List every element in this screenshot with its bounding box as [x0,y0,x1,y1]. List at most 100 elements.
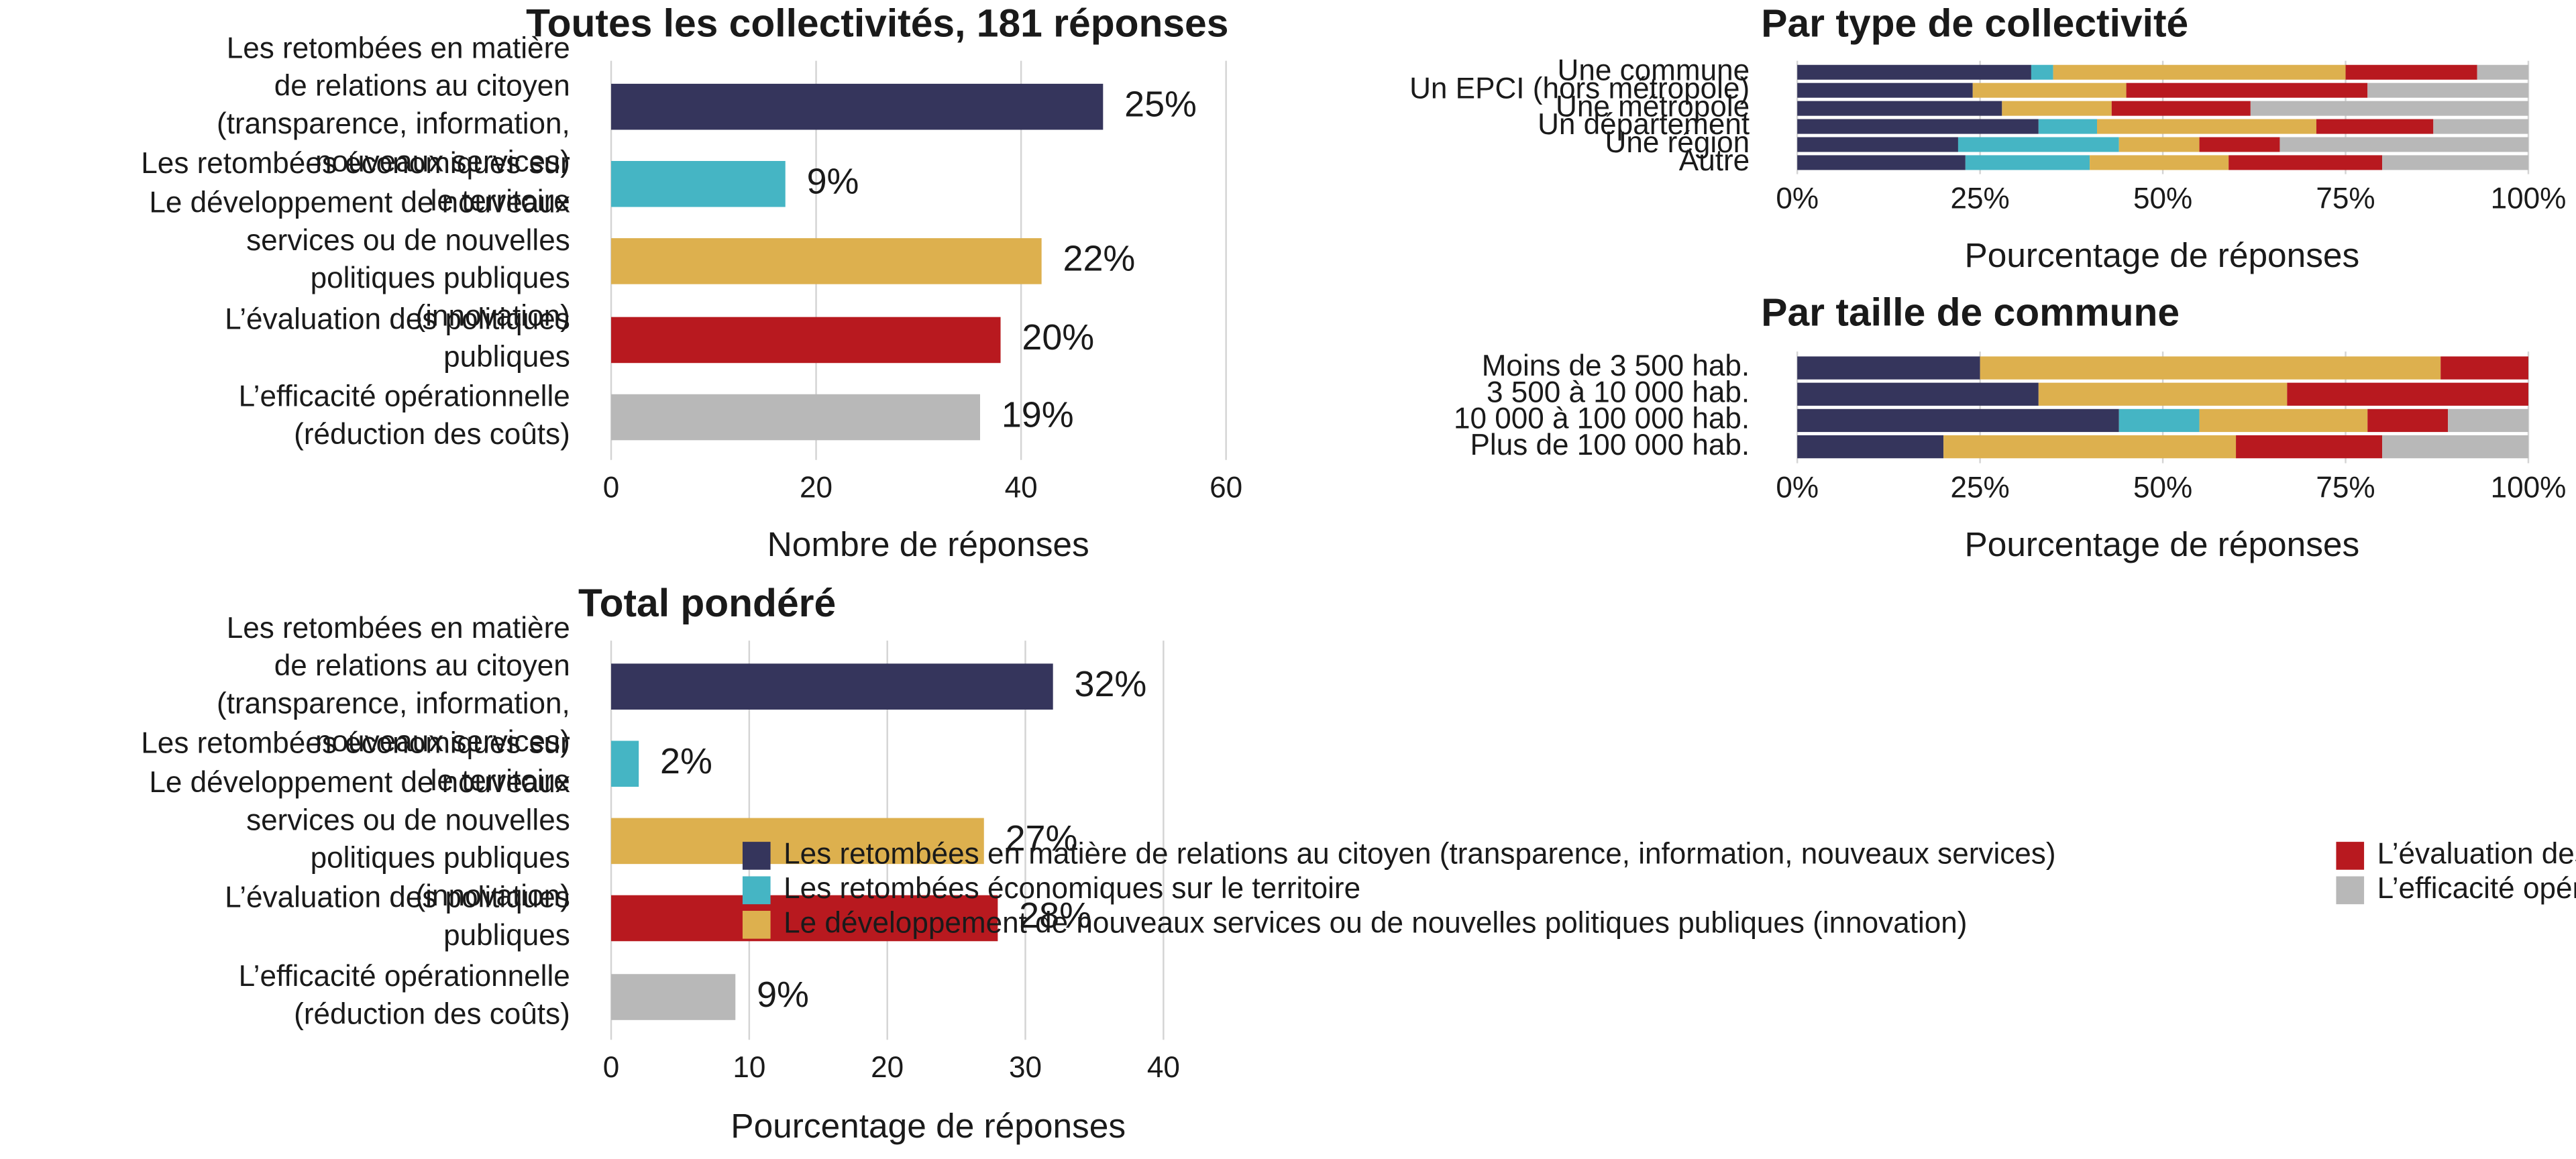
bar [611,394,980,441]
bar-segment [2031,64,2053,80]
bar-segment [1797,155,1966,170]
bar-segment [2440,356,2528,380]
category-label: politiques publiques [311,262,570,294]
bar-segment [1797,64,2031,80]
bar [611,238,1042,284]
bar-segment [1957,137,2119,152]
bar-segment [1943,435,2237,459]
category-label: le territoire [431,184,570,217]
x-tick-label: 40 [1005,471,1038,504]
x-tick-label: 75% [2316,182,2375,215]
chart-title: Par taille de commune [1761,291,2180,335]
category-label: L’efficacité opérationnelle [239,380,570,413]
category-label: Autre [1679,144,1750,177]
category-label: services ou de nouvelles [246,804,570,836]
category-label: 3 500 à 10 000 hab. [1487,376,1750,408]
category-label: Un EPCI (hors métropole) [1409,72,1750,105]
x-tick-label: 60 [1210,471,1242,504]
x-axis-title: Pourcentage de réponses [1964,525,2359,563]
x-tick-label: 100% [2491,471,2567,504]
chart-title: Par type de collectivité [1761,2,2188,46]
value-label: 28% [1019,895,1091,936]
x-axis-title: Pourcentage de réponses [731,1106,1126,1145]
category-label: L’efficacité opérationnelle [239,960,570,993]
bar-segment [2090,155,2229,170]
value-label: 20% [1022,317,1094,357]
category-label: le territoire [431,765,570,797]
legend-label: Le développement de nouveaux services ou… [784,906,1967,939]
legend-swatch [2336,842,2365,870]
bar [611,317,1001,364]
bar-segment [2250,101,2528,116]
bar [611,895,998,942]
category-label: Un département [1538,108,1750,141]
x-tick-label: 10 [733,1051,765,1084]
legend-swatch [742,910,771,939]
bar [611,161,786,207]
value-label: 19% [1002,394,1074,435]
category-label: Plus de 100 000 hab. [1470,429,1750,461]
bar-segment [2002,101,2112,116]
x-tick-label: 25% [1951,182,2010,215]
bar-segment [2199,408,2368,433]
value-label: 22% [1063,239,1135,279]
category-label: (transparence, information, [217,107,570,140]
bar-segment [2236,435,2383,459]
value-label: 9% [757,975,809,1015]
value-label: 9% [807,162,859,202]
bar-segment [1797,356,1980,380]
bar-segment [2316,119,2434,134]
chart-title: Total pondéré [578,582,836,625]
bar-segment [2367,408,2449,433]
x-tick-label: 100% [2491,182,2567,215]
legend-swatch [2336,876,2365,905]
category-label: nouveaux services) [315,145,570,178]
category-label: de relations au citoyen [274,70,570,103]
category-label: publiques [443,919,570,952]
category-label: de relations au citoyen [274,649,570,682]
bar-segment [1797,119,2039,134]
category-label: publiques [443,341,570,374]
category-label: Le développement de nouveaux [149,766,570,799]
x-tick-label: 30 [1009,1051,1042,1084]
bar-segment [1797,408,2119,433]
category-label: Une commune [1558,54,1750,87]
category-label: Les retombées économiques sur [141,726,570,759]
x-axis-title: Pourcentage de réponses [1964,235,2359,274]
category-label: 10 000 à 100 000 hab. [1454,402,1750,435]
bar [611,818,984,865]
category-label: Une région [1605,126,1750,159]
bar-segment [2111,101,2251,116]
x-tick-label: 40 [1147,1051,1180,1084]
x-tick-label: 20 [871,1051,904,1084]
legend-swatch [742,876,771,905]
x-tick-label: 20 [800,471,833,504]
value-label: 27% [1006,818,1078,859]
category-label: L’évaluation des politiques [225,302,570,335]
bar [611,740,639,787]
legend-label: Les retombées économiques sur le territo… [784,872,1360,905]
category-label: politiques publiques [311,842,570,875]
bar-segment [1797,382,2039,406]
x-axis-title: Nombre de réponses [767,525,1089,563]
category-label: Le développement de nouveaux [149,186,570,219]
category-label: (réduction des coûts) [294,418,570,451]
x-tick-label: 0% [1776,182,1819,215]
x-tick-label: 75% [2316,471,2375,504]
category-label: nouveaux services) [315,725,570,758]
bar-segment [2118,137,2200,152]
category-label: Une métropole [1556,90,1750,123]
bar-segment [2382,435,2528,459]
category-label: (transparence, information, [217,687,570,720]
x-tick-label: 50% [2133,471,2192,504]
x-tick-label: 50% [2133,182,2192,215]
value-label: 2% [660,741,712,781]
bar-segment [2118,408,2200,433]
bar-segment [2287,382,2528,406]
category-label: Les retombées économiques sur [141,147,570,180]
bar-segment [1965,155,2090,170]
bar-segment [2345,64,2477,80]
bar-segment [2097,119,2316,134]
